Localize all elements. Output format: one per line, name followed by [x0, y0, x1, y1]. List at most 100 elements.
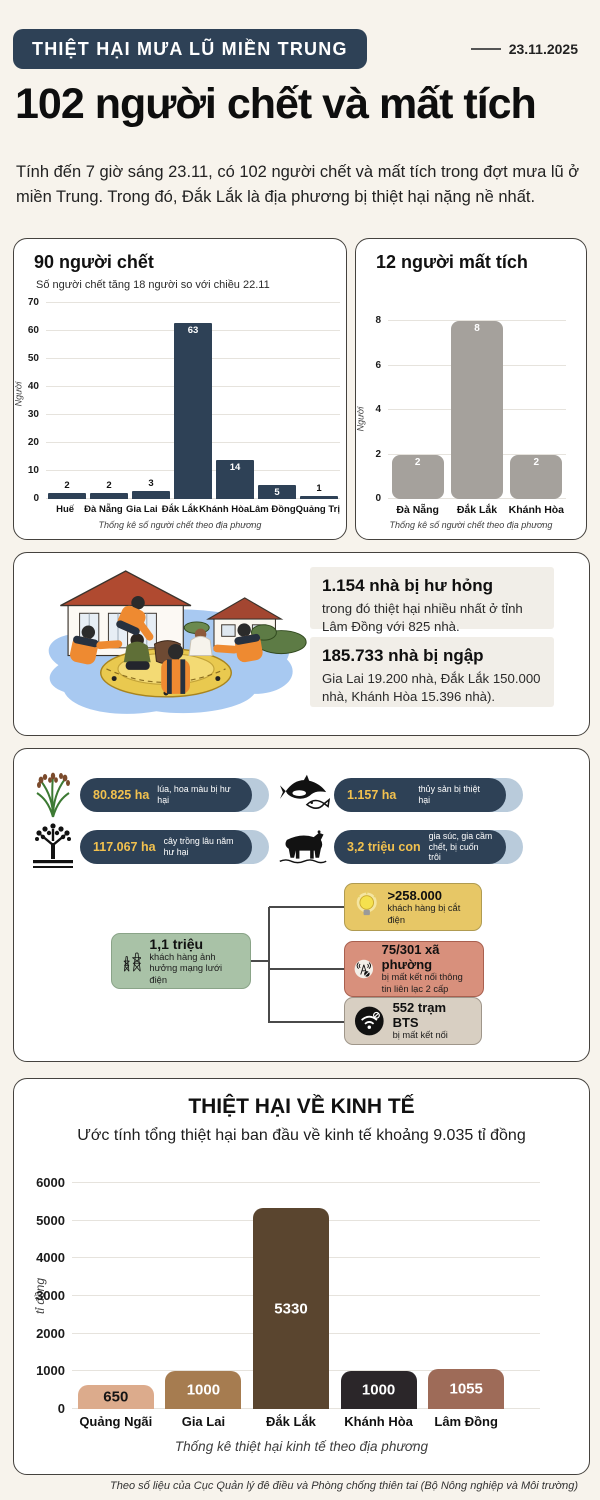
- bar: 14: [216, 459, 254, 499]
- bar-slot: 1000: [335, 1183, 423, 1409]
- deaths-card-title: 90 người chết: [34, 252, 154, 272]
- y-tick-label: 8: [375, 315, 381, 326]
- houses-flooded-detail: Gia Lai 19.200 nhà, Đắk Lắk 150.000 nhà,…: [322, 671, 541, 704]
- missing-bar-chart: 0 2 4 6 8 2 8 2 Đà Nẵng Đắk Lắk Khánh Hòa: [375, 315, 566, 516]
- bar-value-label: 63: [187, 324, 199, 336]
- missing-chart-caption: Thống kê số người chết theo địa phương: [389, 520, 553, 530]
- y-tick-label: 50: [27, 353, 39, 364]
- x-category-label: Đắk Lắk: [161, 504, 199, 515]
- bar-value-label: 14: [229, 461, 241, 473]
- bar-slot: 650: [72, 1183, 160, 1409]
- rice-damage-pill: 80.825 ha lúa, hoa màu bị hư hại: [80, 778, 269, 812]
- bar: [132, 490, 170, 499]
- bar-value-label: 5: [274, 487, 280, 498]
- power-impact-value: 1,1 triệu: [149, 935, 204, 952]
- livestock-loss-value: 3,2 triệu con: [347, 840, 421, 854]
- y-tick-label: 60: [27, 325, 39, 336]
- tree-damage-label: cây trồng lâu năm hư hại: [163, 836, 234, 857]
- bar: 5330: [252, 1208, 329, 1409]
- bar: [300, 496, 338, 499]
- deaths-card: 90 người chết Số người chết tăng 18 ngườ…: [13, 238, 347, 540]
- cow-icon: [279, 830, 327, 864]
- y-tick-label: 2: [375, 448, 381, 460]
- plot-area: 0 10 20 30 40 50 60 70 2 2 3 63 14 5 1: [28, 297, 340, 504]
- x-category-label: Quảng Ngãi: [79, 1414, 153, 1429]
- power-cut-value: >258.000: [387, 887, 443, 903]
- gridline: [72, 1182, 540, 1183]
- bar: 1055: [428, 1369, 505, 1409]
- bar-value-label: 650: [103, 1388, 129, 1406]
- bar: 63: [174, 322, 212, 499]
- bar-slot: 2: [507, 321, 566, 499]
- economy-card: THIỆT HẠI VỀ KINH TẾ Ước tính tổng thiệt…: [13, 1078, 590, 1475]
- date-text: 23.11.2025: [508, 41, 578, 57]
- bar-slot: 2: [88, 303, 130, 499]
- houses-flooded-panel: 185.733 nhà bị ngập Gia Lai 19.200 nhà, …: [310, 637, 554, 707]
- bar-value-label: 1: [316, 483, 322, 495]
- plot-area: 0 2 4 6 8 2 8 2: [375, 315, 566, 504]
- report-date: 23.11.2025: [470, 41, 578, 57]
- rice-plant-icon: [36, 772, 70, 818]
- page-title: 102 người chết và mất tích: [15, 80, 537, 128]
- bar: [48, 493, 86, 499]
- x-category-label: Lâm Đồng: [249, 504, 296, 515]
- power-grid-icon: [123, 952, 142, 972]
- bar-slot: 1: [298, 303, 340, 499]
- dash-decoration: [470, 48, 501, 50]
- bar: 2: [510, 454, 563, 499]
- bar-slot: 1055: [422, 1183, 510, 1409]
- houses-flooded-headline: 185.733 nhà bị ngập: [322, 646, 484, 665]
- houses-card: 1.154 nhà bị hư hỏng trong đó thiệt hại …: [13, 552, 590, 736]
- comms-lost-box: 75/301 xã phường bị mất kết nối thông ti…: [344, 941, 484, 997]
- aquaculture-damage-pill: 1.157 ha thủy sản bị thiệt hại: [334, 778, 523, 812]
- comms-lost-label: bị mất kết nối thông tin liên lạc 2 cấp: [381, 972, 463, 994]
- aquaculture-damage-value: 1.157 ha: [347, 788, 397, 802]
- bar-slot: 2: [388, 321, 447, 499]
- y-tick-label: 0: [375, 493, 381, 504]
- fish-icon: [280, 774, 330, 809]
- gridline: [388, 320, 566, 321]
- power-impact-label: khách hàng ảnh hưởng mạng lưới điện: [149, 951, 223, 985]
- lightbulb-icon: [356, 891, 377, 916]
- aquaculture-damage-label: thủy sản bị thiệt hại: [418, 784, 480, 805]
- bar-slot: 3: [130, 303, 172, 499]
- bar-slot: 2: [46, 303, 88, 499]
- livestock-loss-pill: 3,2 triệu con gia súc, gia cầm chết, bị …: [334, 830, 523, 864]
- bar: 5: [258, 485, 296, 499]
- bar-value-label: 3: [148, 477, 154, 489]
- header-badge: THIỆT HẠI MƯA LŨ MIỀN TRUNG: [13, 29, 367, 69]
- y-tick-label: 4: [375, 404, 381, 415]
- x-category-label: Khánh Hòa: [508, 504, 565, 516]
- bar-slot: 14: [214, 303, 256, 499]
- x-category-label: Quảng Trị: [295, 504, 340, 515]
- flood-rescue-illustration: [48, 570, 307, 714]
- bar: 8: [450, 321, 503, 499]
- y-tick-label: 40: [27, 381, 39, 392]
- tree-damage-pill: 117.067 ha cây trồng lâu năm hư hại: [80, 830, 269, 864]
- wifi-off-icon: [354, 1006, 384, 1036]
- deaths-card-subtitle: Số người chết tăng 18 người so với chiều…: [36, 279, 270, 291]
- y-tick-label: 20: [27, 437, 39, 448]
- economy-bar-chart: 0 1000 2000 3000 4000 5000 6000 650 1000 5330 1000…: [36, 1176, 540, 1429]
- power-impact-box: 1,1 triệu khách hàng ảnh hưởng mạng lưới…: [111, 933, 251, 989]
- y-tick-label: 1000: [36, 1363, 65, 1379]
- y-tick-label: 4000: [36, 1250, 65, 1266]
- houses-damaged-panel: 1.154 nhà bị hư hỏng trong đó thiệt hại …: [310, 567, 554, 634]
- rice-damage-value: 80.825 ha: [93, 788, 150, 802]
- x-category-label: Đắk Lắk: [266, 1414, 316, 1429]
- y-tick-label: 5000: [36, 1212, 65, 1228]
- x-category-label: Khánh Hòa: [199, 504, 250, 515]
- missing-card-title: 12 người mất tích: [376, 252, 528, 272]
- gridline: [46, 302, 340, 303]
- bar-value-label: 1055: [449, 1380, 483, 1398]
- y-tick-label: 3000: [36, 1288, 65, 1303]
- bar-value-label: 1000: [186, 1381, 221, 1399]
- bar-value-label: 2: [533, 456, 540, 468]
- connector-line: [269, 906, 344, 908]
- connector-line: [269, 968, 344, 970]
- x-category-label: Lâm Đồng: [434, 1414, 498, 1429]
- missing-y-axis-label: Người: [355, 406, 366, 432]
- bar-slot: 63: [172, 303, 214, 499]
- x-category-label: Đà Nẵng: [84, 504, 123, 515]
